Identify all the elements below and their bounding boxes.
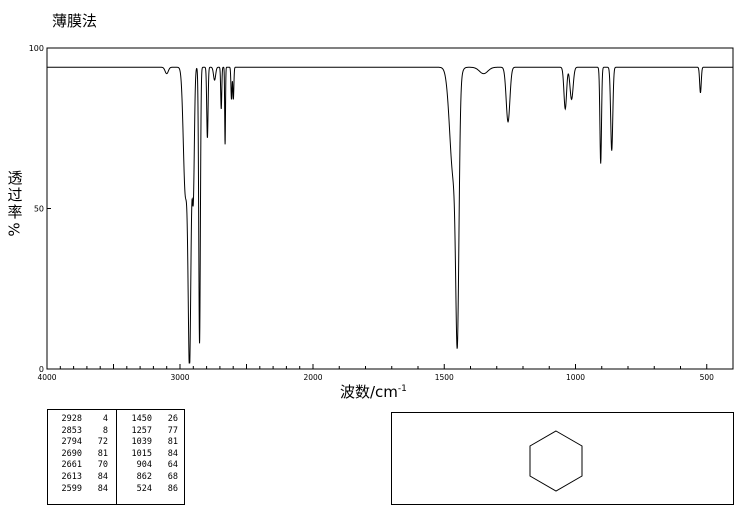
peak-table-divider [116,410,117,504]
peak-table-row: 2794 72 [52,437,108,449]
peak-wavenumber: 1015 [131,448,152,459]
peak-wavenumber: 862 [136,471,152,482]
peak-transmittance: 86 [167,483,178,494]
y-tick-label: 0 [39,365,44,374]
peak-table: 2928 4 2853 8 2794 72 2690 81 2661 70 2613 84 2599 84… [47,409,185,505]
y-axis-label: 透 过 率 % [4,170,26,238]
peak-transmittance: 72 [97,437,108,448]
method-label: 薄膜法 [52,12,98,30]
peak-transmittance: 84 [97,483,108,494]
peak-wavenumber: 2794 [61,437,82,448]
peak-table-row: 2853 8 [52,426,108,438]
peak-wavenumber: 2661 [61,460,82,471]
cyclohexane-structure [529,430,583,492]
peak-table-row: 1015 84 [122,449,178,461]
peak-wavenumber: 524 [136,483,152,494]
peak-table-row: 2690 81 [52,449,108,461]
peak-transmittance: 70 [97,460,108,471]
peak-wavenumber: 1257 [131,425,152,436]
x-label-main: 波数/cm [340,383,398,401]
x-tick-label: 4000 [37,373,56,382]
peak-table-row: 2613 84 [52,472,108,484]
peak-wavenumber: 904 [136,460,152,471]
peak-table-row: 1450 26 [122,414,178,426]
peak-wavenumber: 2613 [61,471,82,482]
peak-transmittance: 26 [167,414,178,424]
spectrum-line [47,66,733,364]
peak-table-row: 2599 84 [52,484,108,496]
y-label-char-3: 率 [7,203,23,221]
y-axis-ticks: 0 50 100 [29,44,51,374]
peak-wavenumber: 2599 [61,483,82,494]
peak-transmittance: 84 [167,448,178,459]
y-tick-label: 50 [34,205,44,214]
peak-table-row: 2661 70 [52,460,108,472]
peak-wavenumber: 1450 [131,414,152,424]
x-tick-label: 2000 [303,373,322,382]
plot-frame [46,47,734,370]
peak-wavenumber: 2690 [61,448,82,459]
peak-transmittance: 4 [102,414,108,424]
peak-wavenumber: 2853 [61,425,82,436]
x-axis-label: 波数/cm-1 [340,381,407,402]
x-label-sup: -1 [397,384,407,394]
peak-table-column-2: 1450 26 1257 77 1039 81 1015 84 904 64 862 68 524 86 [122,414,178,495]
x-tick-label: 1500 [435,373,454,382]
peak-wavenumber: 1039 [131,437,152,448]
peak-table-column-1: 2928 4 2853 8 2794 72 2690 81 2661 70 2613 84 2599 84 [52,414,108,495]
x-axis-ticks: 4000 3000 2000 1500 1000 500 [37,364,734,382]
peak-table-row: 1039 81 [122,437,178,449]
peak-transmittance: 8 [102,425,108,436]
peak-transmittance: 81 [97,448,108,459]
peak-table-row: 1257 77 [122,426,178,438]
peak-transmittance: 81 [167,437,178,448]
peak-transmittance: 77 [167,425,178,436]
peak-table-row: 524 86 [122,484,178,496]
peak-transmittance: 84 [97,471,108,482]
y-label-char-1: 透 [7,169,23,187]
peak-table-row: 904 64 [122,460,178,472]
y-label-char-2: 过 [7,186,23,204]
peak-transmittance: 64 [167,460,178,471]
y-tick-label: 100 [29,44,44,53]
x-tick-label: 500 [700,373,715,382]
x-tick-label: 1000 [566,373,585,382]
peak-table-row: 2928 4 [52,414,108,426]
peak-transmittance: 68 [167,471,178,482]
peak-wavenumber: 2928 [61,414,82,424]
peak-table-row: 862 68 [122,472,178,484]
y-label-unit: % [5,222,24,237]
structure-panel [391,412,734,505]
x-tick-label: 3000 [170,373,189,382]
